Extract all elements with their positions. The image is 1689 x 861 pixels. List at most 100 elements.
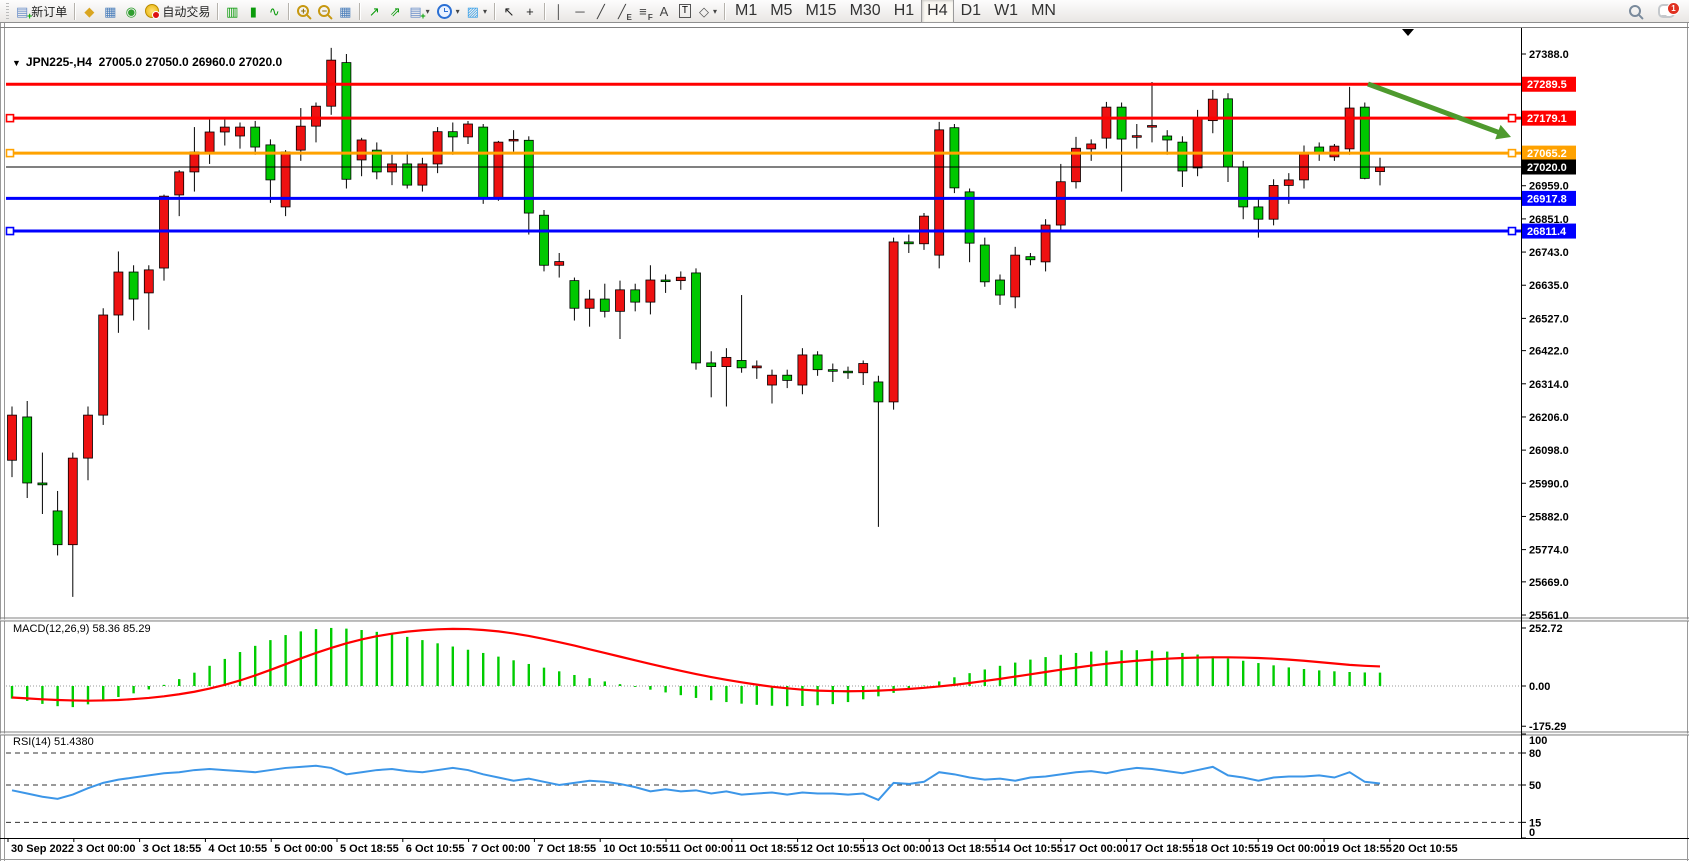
new-order-button[interactable]: ▤ + 新订单	[13, 1, 70, 21]
periods-button[interactable]: ▾	[434, 1, 463, 21]
rsi-tick-label: 100	[1529, 735, 1547, 747]
candle	[888, 237, 899, 410]
line-handle[interactable]	[1507, 148, 1517, 158]
candle	[660, 274, 671, 293]
arrows-button[interactable]: ◇ ▾	[696, 1, 720, 21]
price-badge-27179.1: 27179.1	[1522, 110, 1576, 126]
candle	[311, 102, 321, 143]
time-tick-label: 7 Oct 18:55	[537, 843, 596, 855]
candle	[645, 265, 656, 315]
time-axis[interactable]: 30 Sep 2022 3 Oct 00:00 3 Oct 18:55 4 Oct 1…	[0, 838, 1689, 855]
candle	[751, 360, 762, 379]
candle	[554, 252, 565, 278]
horizontal-line-icon: ─	[575, 3, 585, 19]
horizontal-line-button[interactable]: ─	[570, 1, 590, 21]
data-window-button[interactable]: ▦	[100, 1, 120, 21]
auto-trading-button[interactable]: 自动交易	[142, 1, 213, 21]
chevron-down-icon: ▾	[455, 6, 460, 16]
candlestick-chart-button[interactable]: ▮	[243, 1, 263, 21]
candle	[736, 295, 747, 373]
text-label-icon: T	[678, 4, 692, 18]
line-handle[interactable]	[5, 148, 15, 158]
chart-shift-marker[interactable]	[1402, 29, 1414, 36]
candle	[1162, 130, 1173, 155]
timeframe-m30[interactable]: M30	[844, 0, 887, 23]
timeframe-h4[interactable]: H4	[921, 0, 954, 23]
time-tick-label: 19 Oct 00:00	[1261, 843, 1326, 855]
timeframe-w1[interactable]: W1	[988, 0, 1024, 23]
timeframe-d1[interactable]: D1	[955, 0, 987, 23]
hline-objects	[5, 82, 1521, 236]
price-badge-27289.5: 27289.5	[1522, 76, 1576, 92]
timeframe-m5[interactable]: M5	[764, 0, 798, 23]
line-handle[interactable]	[1507, 226, 1517, 236]
vertical-line-button[interactable]: │	[549, 1, 569, 21]
search-button[interactable]	[1625, 1, 1645, 21]
indicators-button[interactable]: ↗	[364, 1, 384, 21]
macd-tick-label: 0.00	[1529, 681, 1550, 693]
price-tick-label: 26422.0	[1529, 346, 1569, 358]
rsi-panel[interactable]	[6, 752, 1521, 823]
candle	[964, 188, 975, 263]
price-tick-label: 26851.0	[1529, 214, 1569, 226]
candle	[98, 308, 109, 425]
panel-splitter[interactable]	[0, 731, 1689, 736]
text-label-button[interactable]: T	[675, 1, 695, 21]
candle	[995, 274, 1005, 305]
time-tick-label: 4 Oct 10:55	[208, 843, 267, 855]
price-badge-27065.2: 27065.2	[1522, 145, 1576, 161]
templates-button[interactable]: ▨ ▾	[464, 1, 490, 21]
bar-chart-button[interactable]: ▥	[222, 1, 242, 21]
equidistant-channel-button[interactable]: ╱ E	[612, 1, 632, 22]
crosshair-button[interactable]: +	[520, 1, 540, 21]
timeframe-m15[interactable]: M15	[799, 0, 842, 23]
tile-windows-button[interactable]: ▦	[335, 1, 355, 21]
chevron-down-icon: ▾	[712, 6, 717, 16]
fibonacci-button[interactable]: ≡ F	[633, 1, 653, 22]
price-axis[interactable]: 27388.027280.027172.027065.026959.026851…	[1521, 28, 1576, 839]
candle	[949, 124, 960, 194]
time-tick-label: 3 Oct 00:00	[77, 843, 136, 855]
trendline-button[interactable]: ╱	[591, 1, 611, 21]
zoom-in-button[interactable]: +	[293, 1, 313, 21]
signals-button[interactable]: ◉	[121, 1, 141, 21]
tick-chart-button[interactable]: ◆	[79, 1, 99, 21]
line-handle[interactable]	[5, 113, 15, 123]
timeframe-h1[interactable]: H1	[888, 0, 920, 23]
text-button[interactable]: A	[654, 1, 674, 21]
line-handle[interactable]	[1507, 113, 1517, 123]
chart-canvas[interactable]: 27388.027280.027172.027065.026959.026851…	[0, 23, 1689, 861]
rsi-line	[11, 764, 1381, 802]
line-chart-button[interactable]: ∿	[264, 1, 284, 21]
cursor-button[interactable]: ↖	[499, 1, 519, 21]
price-tick-label: 26959.0	[1529, 181, 1569, 193]
candle	[843, 366, 853, 379]
panel-splitter[interactable]	[0, 617, 1689, 622]
new-chart-button[interactable]: ▤ + ▾	[406, 1, 432, 21]
indicator-windows-button[interactable]: ⇗	[385, 1, 405, 21]
chat-button[interactable]: 1	[1655, 1, 1680, 21]
horizontal-line-26811.4[interactable]	[5, 226, 1521, 236]
clock-icon	[436, 3, 452, 19]
line-handle[interactable]	[5, 226, 15, 236]
time-tick-label: 12 Oct 10:55	[801, 843, 866, 855]
candle	[159, 194, 169, 281]
candle	[539, 209, 549, 272]
chart-window[interactable]: 27388.027280.027172.027065.026959.026851…	[0, 23, 1689, 861]
price-badge-26917.8: 26917.8	[1522, 190, 1576, 206]
timeframe-mn[interactable]: MN	[1025, 0, 1062, 23]
horizontal-line-27065.2[interactable]	[5, 148, 1521, 158]
trend-arrow-annotation[interactable]	[1367, 81, 1511, 140]
timeframe-m1[interactable]: M1	[729, 0, 763, 23]
zoom-out-button[interactable]: −	[314, 1, 334, 21]
crosshair-icon: +	[526, 3, 534, 19]
macd-tick-label: -175.29	[1529, 721, 1566, 733]
macd-tick-label: 252.72	[1529, 623, 1563, 635]
candle	[1207, 89, 1218, 134]
macd-panel[interactable]	[6, 627, 1521, 708]
horizontal-line-27179.1[interactable]	[5, 113, 1521, 123]
tick-chart-icon: ◆	[84, 3, 95, 19]
price-tick-label: 26314.0	[1529, 379, 1569, 391]
candle	[630, 283, 641, 312]
price-tick-label: 26527.0	[1529, 313, 1569, 325]
